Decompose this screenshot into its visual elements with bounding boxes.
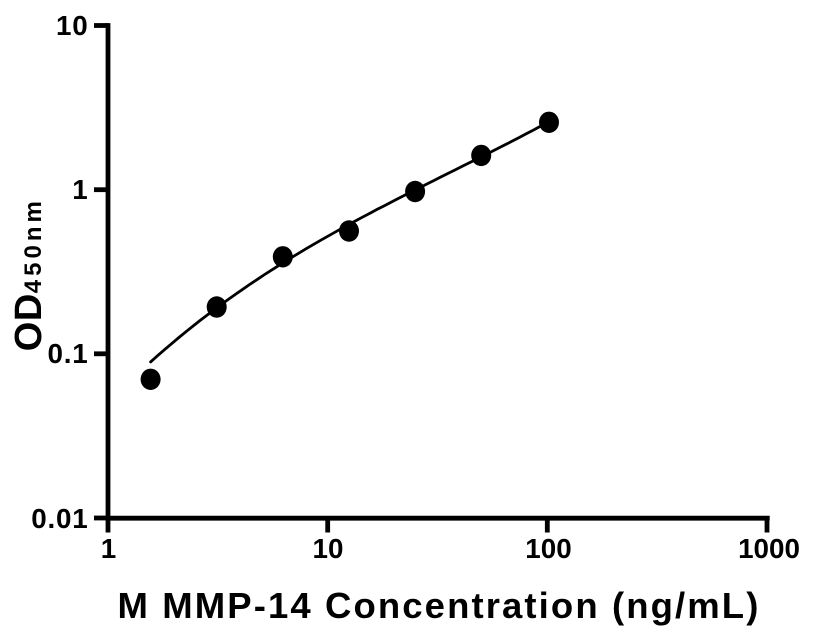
svg-text:1000: 1000 <box>738 533 800 564</box>
svg-text:1: 1 <box>101 533 116 564</box>
svg-text:M MMP-14 Concentration (ng/mL): M MMP-14 Concentration (ng/mL) <box>118 585 761 626</box>
svg-text:0.1: 0.1 <box>47 338 88 369</box>
svg-text:0.01: 0.01 <box>31 503 88 534</box>
svg-text:10: 10 <box>56 10 89 41</box>
svg-text:10: 10 <box>313 533 344 564</box>
svg-text:1: 1 <box>72 174 88 205</box>
svg-text:100: 100 <box>525 533 571 564</box>
